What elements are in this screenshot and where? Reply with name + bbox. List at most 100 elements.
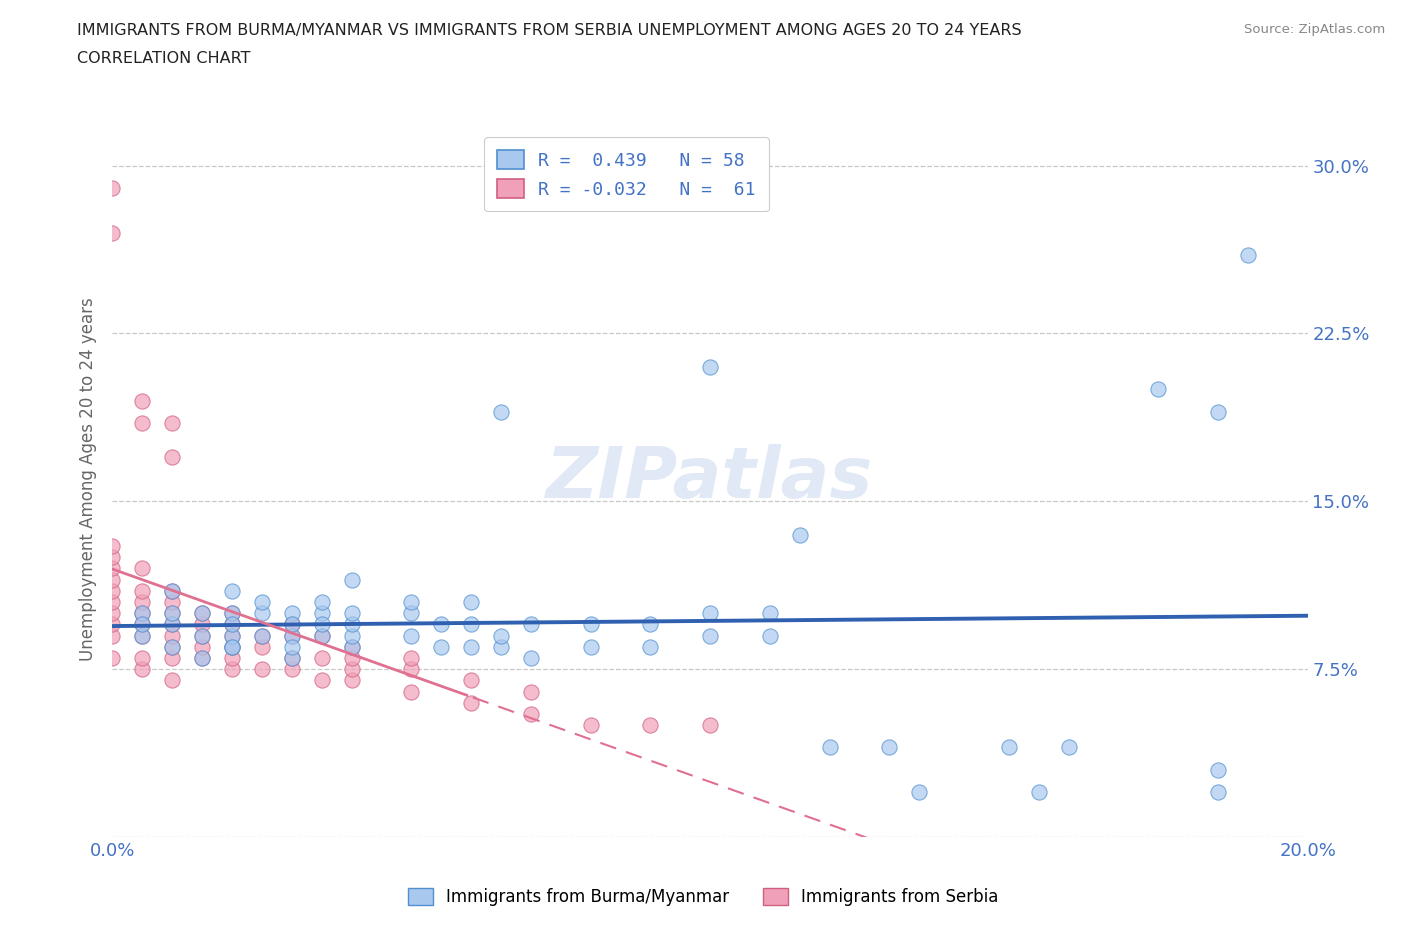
Point — [101, 538, 124, 553]
Point — [520, 707, 543, 722]
Point — [579, 617, 602, 631]
Point — [131, 662, 153, 677]
Point — [191, 651, 214, 666]
Point — [162, 617, 183, 631]
Point — [101, 583, 124, 598]
Point — [460, 639, 482, 654]
Point — [699, 628, 721, 643]
Point — [131, 651, 153, 666]
Point — [131, 605, 153, 620]
Point — [221, 662, 243, 677]
Point — [759, 605, 782, 620]
Point — [789, 527, 811, 542]
Y-axis label: Unemployment Among Ages 20 to 24 years: Unemployment Among Ages 20 to 24 years — [79, 297, 97, 661]
Point — [311, 628, 333, 643]
Point — [579, 718, 602, 733]
Point — [221, 605, 243, 620]
Point — [489, 405, 512, 419]
Point — [162, 594, 183, 609]
Point — [489, 628, 512, 643]
Point — [191, 605, 214, 620]
Point — [221, 605, 243, 620]
Legend: R =  0.439   N = 58, R = -0.032   N =  61: R = 0.439 N = 58, R = -0.032 N = 61 — [484, 137, 769, 211]
Point — [281, 651, 304, 666]
Point — [311, 605, 333, 620]
Point — [162, 449, 183, 464]
Point — [250, 628, 273, 643]
Point — [281, 639, 304, 654]
Point — [250, 639, 273, 654]
Point — [1237, 247, 1260, 262]
Point — [250, 662, 273, 677]
Point — [131, 416, 153, 431]
Point — [131, 561, 153, 576]
Point — [191, 617, 214, 631]
Point — [340, 673, 363, 688]
Point — [281, 628, 304, 643]
Point — [101, 180, 124, 195]
Point — [101, 651, 124, 666]
Point — [221, 639, 243, 654]
Point — [162, 639, 183, 654]
Point — [460, 594, 482, 609]
Point — [131, 617, 153, 631]
Point — [1147, 382, 1170, 397]
Point — [311, 594, 333, 609]
Point — [401, 651, 423, 666]
Point — [1206, 763, 1229, 777]
Point — [340, 662, 363, 677]
Point — [311, 628, 333, 643]
Point — [640, 617, 662, 631]
Point — [340, 639, 363, 654]
Point — [489, 639, 512, 654]
Point — [579, 639, 602, 654]
Point — [250, 605, 273, 620]
Point — [131, 628, 153, 643]
Point — [699, 605, 721, 620]
Point — [101, 572, 124, 587]
Point — [162, 617, 183, 631]
Point — [101, 550, 124, 565]
Point — [221, 628, 243, 643]
Point — [908, 785, 931, 800]
Point — [401, 594, 423, 609]
Point — [520, 651, 543, 666]
Point — [162, 605, 183, 620]
Point — [879, 740, 901, 755]
Point — [221, 617, 243, 631]
Point — [191, 628, 214, 643]
Point — [640, 639, 662, 654]
Point — [101, 225, 124, 240]
Point — [699, 360, 721, 375]
Point — [162, 416, 183, 431]
Point — [640, 718, 662, 733]
Point — [131, 583, 153, 598]
Point — [311, 651, 333, 666]
Point — [221, 628, 243, 643]
Text: IMMIGRANTS FROM BURMA/MYANMAR VS IMMIGRANTS FROM SERBIA UNEMPLOYMENT AMONG AGES : IMMIGRANTS FROM BURMA/MYANMAR VS IMMIGRA… — [77, 23, 1022, 38]
Point — [430, 639, 453, 654]
Point — [281, 651, 304, 666]
Point — [191, 628, 214, 643]
Point — [162, 651, 183, 666]
Point — [998, 740, 1021, 755]
Point — [460, 617, 482, 631]
Point — [281, 605, 304, 620]
Point — [101, 561, 124, 576]
Point — [101, 594, 124, 609]
Point — [1206, 405, 1229, 419]
Point — [221, 583, 243, 598]
Point — [340, 651, 363, 666]
Point — [401, 662, 423, 677]
Point — [250, 628, 273, 643]
Point — [340, 617, 363, 631]
Point — [162, 673, 183, 688]
Point — [759, 628, 782, 643]
Point — [281, 662, 304, 677]
Point — [281, 617, 304, 631]
Point — [131, 393, 153, 408]
Point — [520, 617, 543, 631]
Point — [1028, 785, 1050, 800]
Point — [460, 696, 482, 711]
Point — [401, 605, 423, 620]
